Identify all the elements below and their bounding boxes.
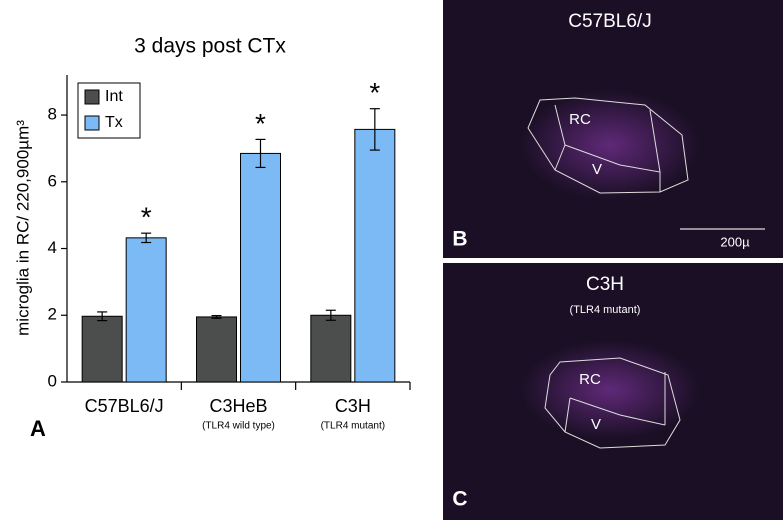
panel-b: C57BL6/J RC V 200µ B: [443, 0, 783, 258]
x-tick-label: C3HeB: [209, 396, 267, 416]
panel-label: C: [452, 488, 467, 511]
bar: [81, 315, 123, 383]
legend-label: Int: [105, 88, 123, 105]
panel-label: A: [30, 416, 46, 441]
legend-label: Tx: [105, 114, 123, 131]
significance-marker: *: [141, 202, 152, 233]
y-tick-label: 6: [48, 171, 57, 190]
panel-subtitle: (TLR4 mutant): [570, 304, 641, 316]
significance-marker: *: [369, 77, 380, 108]
x-tick-label: C57BL6/J: [85, 396, 164, 416]
significance-marker: *: [255, 108, 266, 139]
region-label: RC: [579, 371, 601, 388]
panel-c: C3H (TLR4 mutant) RC V C: [443, 263, 783, 520]
y-axis-label: microglia in RC/ 220,900µm³: [13, 120, 32, 336]
panel-title: C57BL6/J: [568, 11, 651, 32]
region-label: V: [592, 161, 602, 178]
legend-swatch: [84, 89, 100, 105]
region-label: V: [591, 416, 601, 433]
bar: [240, 152, 281, 383]
bar: [354, 128, 396, 383]
y-tick-label: 0: [48, 371, 57, 390]
y-tick-label: 4: [48, 238, 57, 257]
bar: [310, 314, 352, 383]
scale-bar-label: 200µ: [720, 234, 750, 249]
chart-title: 3 days post CTx: [134, 35, 286, 58]
x-tick-note: (TLR4 wild type): [202, 421, 275, 432]
bar: [125, 237, 167, 383]
region-label: RC: [569, 111, 591, 128]
legend-swatch: [84, 115, 100, 131]
x-tick-note: (TLR4 mutant): [321, 421, 385, 432]
y-tick-label: 8: [48, 105, 57, 124]
x-tick-label: C3H: [335, 396, 371, 416]
y-tick-label: 2: [48, 305, 57, 324]
panel-title: C3H: [586, 274, 624, 295]
panel-label: B: [452, 228, 467, 251]
bar: [196, 316, 237, 383]
